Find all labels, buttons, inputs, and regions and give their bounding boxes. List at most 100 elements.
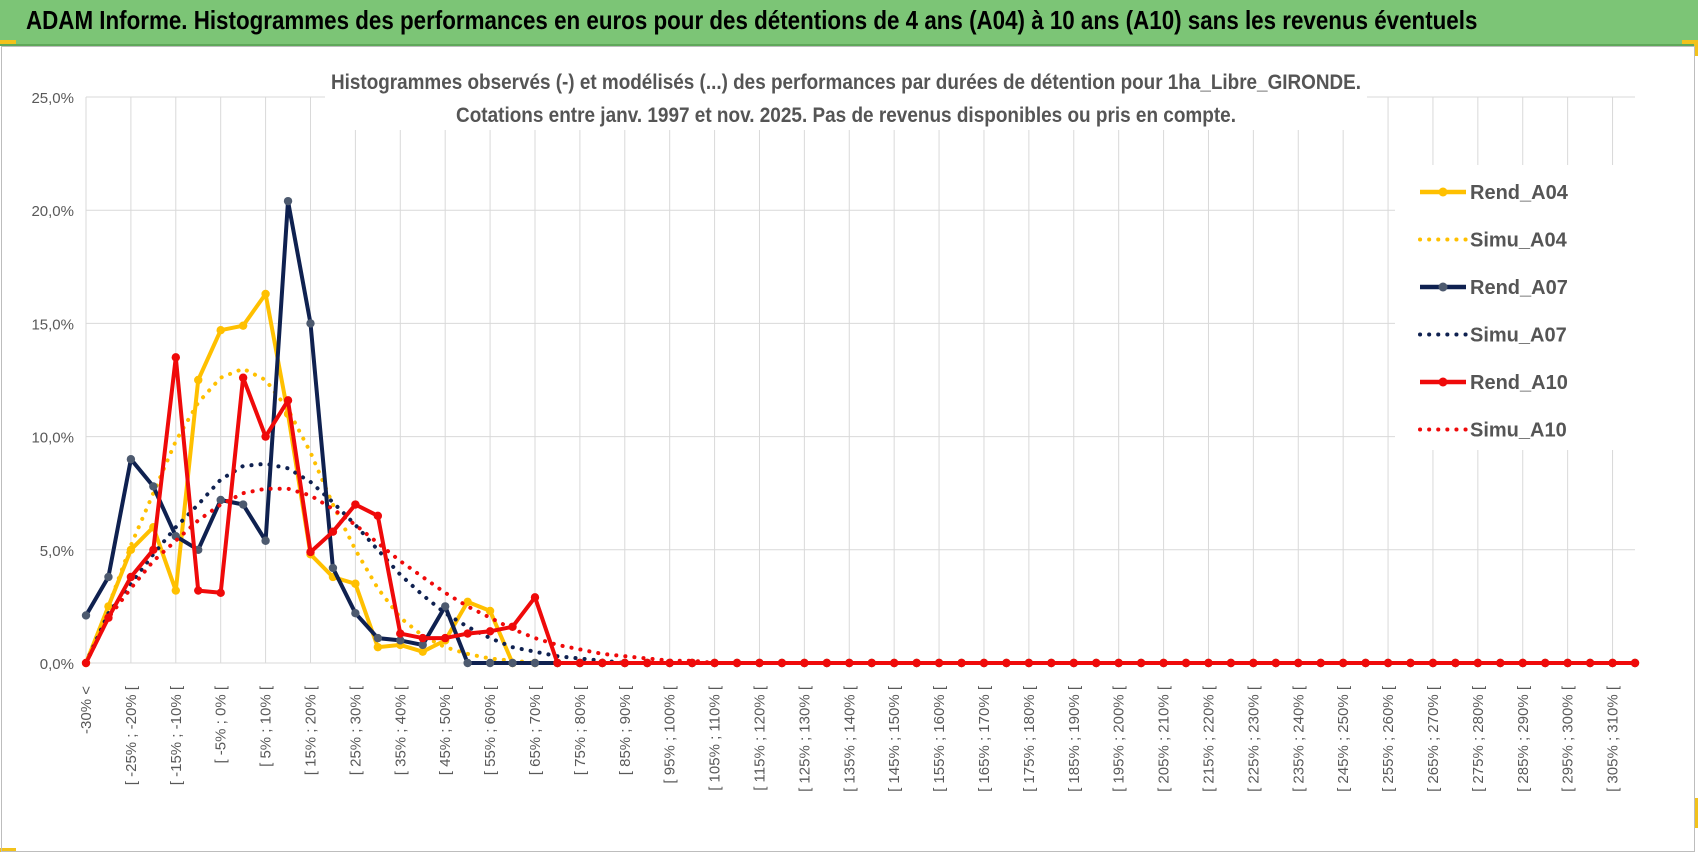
data-point xyxy=(1563,658,1572,668)
chart-frame xyxy=(1,46,1695,852)
x-tick-label: [ 25% ; 30% [ xyxy=(347,685,364,775)
data-point xyxy=(283,196,293,206)
report-title: ADAM Informe. Histogrammes des performan… xyxy=(26,5,1478,35)
legend-label: Simu_A07 xyxy=(1470,325,1567,347)
data-point xyxy=(732,658,742,668)
x-tick-label: [ 225% ; 230% [ xyxy=(1245,685,1262,792)
legend-item-Rend_A10: Rend_A10 xyxy=(1420,372,1568,394)
data-point xyxy=(373,511,383,521)
data-point xyxy=(1518,658,1527,668)
header-banner: ADAM Informe. Histogrammes des performan… xyxy=(0,0,1698,46)
data-point xyxy=(1451,658,1460,668)
y-tick-label: 15,0% xyxy=(31,316,74,333)
x-tick-label: [ 265% ; 270% [ xyxy=(1425,685,1442,792)
data-point xyxy=(800,658,809,668)
data-point xyxy=(1024,658,1034,668)
x-tick-label: [ 185% ; 190% [ xyxy=(1066,685,1083,792)
data-point xyxy=(261,432,270,441)
data-point xyxy=(216,588,225,598)
legend-marker xyxy=(1438,377,1448,387)
data-point xyxy=(1181,658,1191,668)
data-point xyxy=(194,375,203,385)
x-tick-label: [ 65% ; 70% [ xyxy=(527,685,544,775)
data-point xyxy=(620,658,629,668)
data-point xyxy=(351,608,360,618)
data-point xyxy=(351,500,360,509)
data-point xyxy=(216,495,225,505)
data-point xyxy=(598,658,607,668)
legend-background xyxy=(1395,165,1657,450)
legend-marker xyxy=(1438,282,1448,292)
data-point xyxy=(396,636,405,645)
x-tick-label: [ 135% ; 140% [ xyxy=(841,685,858,792)
x-tick-label: [ 115% ; 120% [ xyxy=(751,685,768,791)
data-point xyxy=(216,325,225,335)
x-tick-label: [ 165% ; 170% [ xyxy=(976,685,993,792)
data-point xyxy=(463,629,472,638)
y-tick-label: 10,0% xyxy=(31,430,74,447)
data-point xyxy=(396,629,405,638)
x-tick-label: [ 95% ; 100% [ xyxy=(662,685,679,783)
data-point xyxy=(261,289,270,299)
x-tick-label: [ 255% ; 260% [ xyxy=(1380,685,1397,792)
data-point xyxy=(934,658,944,668)
data-point xyxy=(1316,658,1325,668)
data-point xyxy=(418,633,427,643)
data-point xyxy=(283,396,293,405)
data-point xyxy=(1473,658,1483,668)
data-point xyxy=(306,319,315,328)
data-point xyxy=(171,586,180,595)
data-point xyxy=(81,611,91,620)
y-tick-label: 25,0% xyxy=(31,90,74,107)
data-point xyxy=(440,633,450,643)
legend-item-Simu_A04: Simu_A04 xyxy=(1418,230,1568,252)
x-tick-label: [ 45% ; 50% [ xyxy=(437,685,454,775)
data-point xyxy=(238,321,248,330)
data-point xyxy=(508,658,517,668)
data-point xyxy=(126,572,136,582)
data-point xyxy=(126,455,136,464)
data-point xyxy=(351,579,360,588)
data-point xyxy=(418,640,427,650)
x-tick-label: [ 155% ; 160% [ xyxy=(931,685,948,792)
x-tick-label: [ -5% ; 0% [ xyxy=(213,685,230,763)
x-tick-label: [ 75% ; 80% [ xyxy=(572,685,589,775)
data-point xyxy=(1630,658,1640,668)
legend-item-Simu_A07: Simu_A07 xyxy=(1418,325,1567,347)
series-group xyxy=(81,196,1640,668)
x-tick-label: [ 295% ; 300% [ xyxy=(1560,685,1577,792)
data-point xyxy=(889,658,899,668)
y-tick-label: 20,0% xyxy=(31,203,74,220)
x-tick-label: [ 305% ; 310% [ xyxy=(1605,685,1622,792)
data-point xyxy=(575,658,585,668)
x-tick-label: [ 285% ; 290% [ xyxy=(1515,685,1532,792)
data-point xyxy=(485,606,495,616)
x-tick-label: [ 85% ; 90% [ xyxy=(617,685,634,775)
data-point xyxy=(1608,658,1617,668)
series-line-Simu_A10 xyxy=(84,486,1637,665)
legend: Rend_A04 Simu_A04 Rend_A07 Simu_A07 Rend_A10… xyxy=(1418,182,1569,442)
x-tick-label: [ 15% ; 20% [ xyxy=(302,685,319,775)
y-tick-label: 0,0% xyxy=(40,656,74,673)
x-tick-label: [ 125% ; 130% [ xyxy=(796,685,813,792)
data-point xyxy=(1069,658,1078,668)
legend-label: Rend_A07 xyxy=(1470,277,1568,299)
data-point xyxy=(149,545,158,554)
data-point xyxy=(553,658,562,668)
x-tick-label: [ 5% ; 10% [ xyxy=(258,685,275,767)
x-tick-label: [ 55% ; 60% [ xyxy=(482,685,499,775)
x-tick-label: [ 145% ; 150% [ xyxy=(886,685,903,792)
legend-marker xyxy=(1438,187,1448,197)
legend-label: Simu_A10 xyxy=(1470,420,1567,442)
legend-label: Rend_A10 xyxy=(1470,372,1568,394)
data-point xyxy=(328,563,338,573)
data-point xyxy=(238,500,248,509)
corner-accent xyxy=(0,40,16,44)
data-point xyxy=(463,597,472,607)
data-point xyxy=(104,572,113,582)
x-tick-label: [ 235% ; 240% [ xyxy=(1290,685,1307,792)
data-point xyxy=(485,627,495,636)
data-point xyxy=(261,536,270,545)
data-point xyxy=(328,527,338,536)
